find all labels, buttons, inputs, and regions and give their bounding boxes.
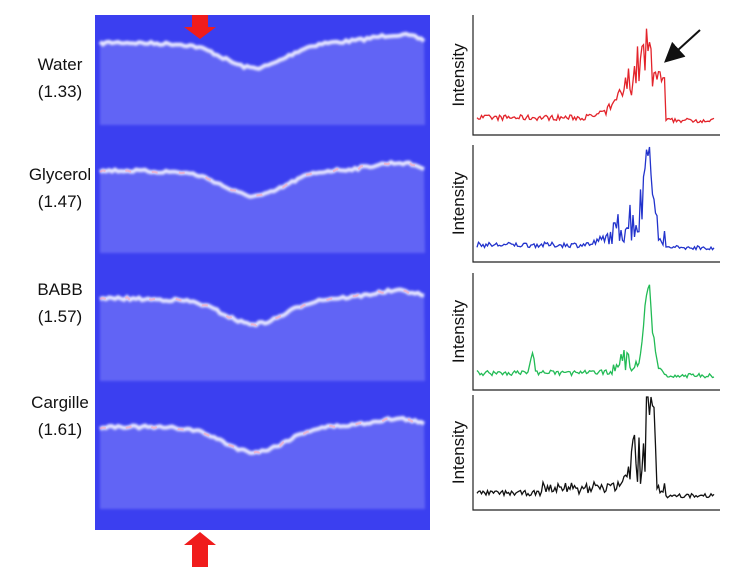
intensity-profile	[476, 146, 715, 251]
sample-name: Water	[38, 55, 83, 74]
refractive-index: (1.33)	[38, 82, 82, 101]
tissue-highlight	[99, 416, 425, 454]
plot-axes	[472, 273, 720, 391]
y-axis-label: Intensity	[449, 420, 468, 484]
refractive-index: (1.57)	[38, 307, 82, 326]
y-axis-label: Intensity	[449, 43, 468, 107]
refractive-index: (1.47)	[38, 192, 82, 211]
sample-name: BABB	[37, 280, 82, 299]
arrow-down	[184, 15, 216, 39]
intensity-profile	[476, 28, 715, 125]
intensity-profile	[476, 284, 715, 380]
tissue-highlight	[99, 160, 425, 198]
tissue-layers	[98, 31, 426, 509]
tissue-surface	[98, 31, 426, 72]
plot-axes	[472, 395, 720, 511]
y-axis-label: Intensity	[449, 299, 468, 363]
refractive-index: (1.61)	[38, 420, 82, 439]
tissue-body	[100, 417, 425, 509]
plot-axes	[472, 15, 720, 136]
tissue-highlight	[99, 288, 425, 327]
arrow-up	[184, 532, 216, 567]
plots: Intensity Intensity Intensity Intensity	[449, 15, 720, 511]
tissue-body	[100, 162, 425, 253]
peak-arrow	[664, 29, 701, 63]
y-axis-label: Intensity	[449, 171, 468, 235]
tissue-body	[100, 289, 425, 381]
sample-name: Glycerol	[29, 165, 91, 184]
plot-axes	[472, 145, 720, 263]
tissue-body	[100, 33, 425, 125]
intensity-profile	[476, 396, 715, 500]
labels: Water (1.33) Glycerol (1.47) BABB (1.57) Cargi…	[29, 55, 91, 439]
sample-name: Cargille	[31, 393, 89, 412]
